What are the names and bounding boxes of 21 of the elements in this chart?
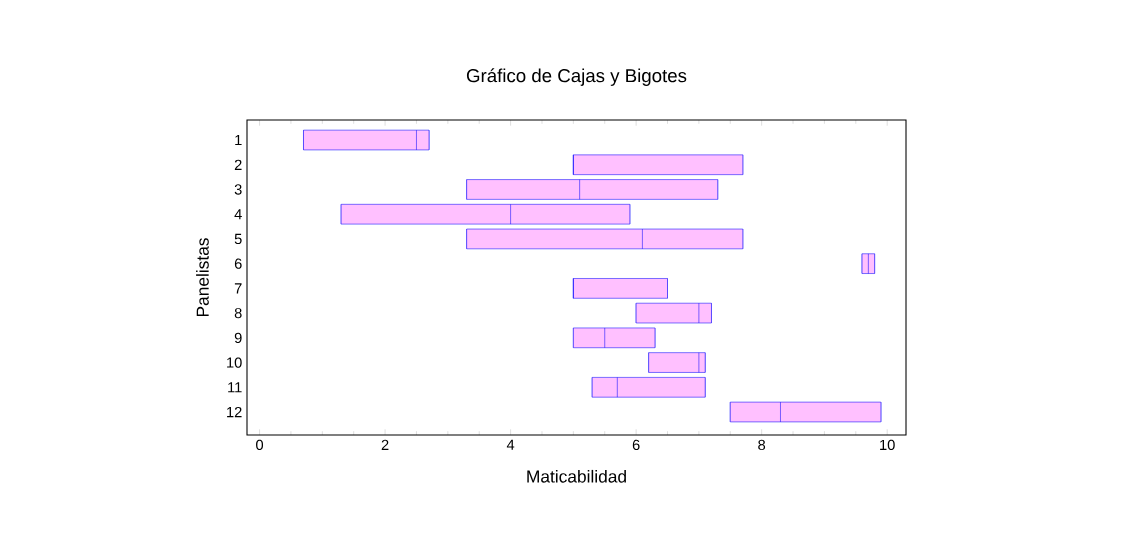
y-tick-label: 9 [234,332,242,344]
x-tick-label: 8 [758,439,766,451]
y-tick-label: 1 [235,135,242,146]
x-tick-label: 2 [381,439,389,450]
x-tick-label: 4 [506,439,515,450]
chart-title: Gráfico de Cajas y Bigotes [466,68,687,86]
y-tick-label: 10 [227,357,242,368]
y-axis-title: Panelistas [196,238,209,317]
y-tick-label: 11 [228,382,242,393]
x-axis-title: Maticabilidad [527,469,626,483]
y-tick-label: 2 [234,159,242,170]
y-tick-label: 3 [234,184,242,195]
x-tick-label: 6 [632,439,640,451]
y-tick-label: 5 [234,233,242,245]
x-tick-label: 0 [256,439,264,451]
y-tick-label: 7 [234,283,242,294]
y-tick-label: 4 [234,209,242,220]
y-tick-label: 6 [234,258,242,269]
y-tick-label: 8 [234,307,242,319]
x-tick-label: 10 [880,439,895,451]
y-tick-label: 12 [227,406,242,418]
